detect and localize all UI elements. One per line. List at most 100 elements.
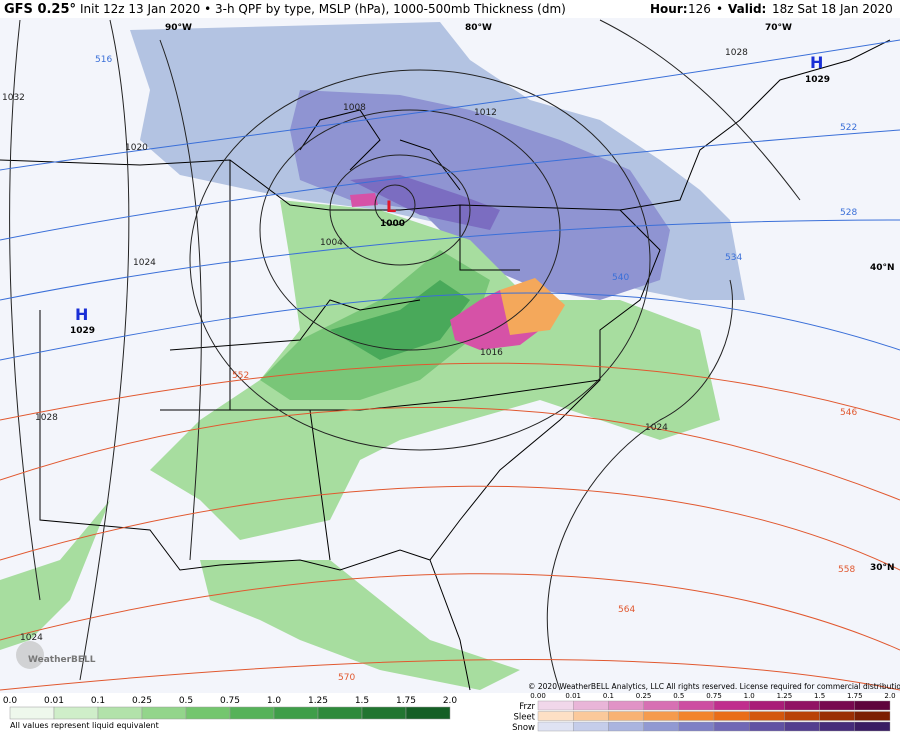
- hour: 126: [688, 2, 711, 16]
- rain-light: [150, 200, 720, 540]
- ptype-tick-label: 0.75: [706, 692, 722, 700]
- model: GFS 0.25°: [4, 2, 76, 17]
- latitude-label: 30°N: [870, 563, 895, 573]
- ptype-swatch: [573, 700, 609, 711]
- isobar-label: 1020: [125, 143, 148, 153]
- ptype-swatch: [713, 721, 750, 732]
- ptype-swatch: [749, 700, 785, 711]
- ptype-row-label: Sleet: [513, 713, 535, 723]
- rain-swatch: [229, 706, 275, 720]
- high-center: H: [75, 305, 88, 324]
- ptype-swatch: [854, 700, 891, 711]
- rain-swatch: [9, 706, 55, 720]
- isobar-label: 1016: [480, 348, 503, 358]
- ptype-swatch: [819, 711, 855, 721]
- snow-moderate: [290, 90, 670, 300]
- high-pressure: 1029: [805, 75, 830, 85]
- ptype-tick-label: 0.5: [673, 692, 684, 700]
- boundaries: [0, 39, 891, 691]
- isobar-label: 1004: [320, 238, 343, 248]
- rain-tick-label: 1.5: [355, 696, 369, 706]
- freezing-rain-spot: [350, 193, 378, 207]
- thickness-label: 528: [840, 208, 857, 218]
- valid: 18z Sat 18 Jan 2020: [772, 2, 893, 16]
- header-bar: [0, 0, 900, 18]
- ptype-swatch: [854, 711, 891, 721]
- ptype-tick-label: 0.1: [603, 692, 614, 700]
- low-center: L: [386, 197, 396, 216]
- thickness-label: 564: [618, 605, 635, 615]
- high-center: H: [810, 53, 823, 72]
- ptype-swatch: [643, 700, 679, 711]
- hour-label: Hour:: [650, 2, 688, 16]
- thickness-label: 552: [232, 371, 249, 381]
- high-pressure: 1029: [70, 326, 95, 336]
- logo-mark: [16, 641, 44, 669]
- rain-swatch: [53, 706, 99, 720]
- isobar-label: 1032: [2, 93, 25, 103]
- copyright: © 2020 WeatherBELL Analytics, LLC All ri…: [528, 682, 900, 691]
- ptype-swatch: [608, 711, 644, 721]
- isobar-label: 1028: [35, 413, 58, 423]
- rain-tick-label: 0.5: [179, 696, 193, 706]
- thickness-label: 540: [612, 273, 629, 283]
- ptype-swatch: [784, 721, 820, 732]
- ptype-swatch: [854, 721, 891, 732]
- thickness-label: 522: [840, 123, 857, 133]
- ptype-swatch: [643, 721, 679, 732]
- valid-label: Valid:: [728, 2, 766, 16]
- ptype-tick-label: 1.75: [847, 692, 863, 700]
- description: Init 12z 13 Jan 2020 • 3-h QPF by type, …: [80, 2, 566, 16]
- rain-swatch: [361, 706, 407, 720]
- sleet: [500, 278, 565, 335]
- ptype-swatch: [819, 721, 855, 732]
- ptype-swatch: [713, 700, 750, 711]
- rain-tick-label: 0.75: [220, 696, 240, 706]
- ptype-swatch: [537, 700, 574, 711]
- ptype-swatch: [643, 711, 679, 721]
- isobar-label: 1028: [725, 48, 748, 58]
- ptype-swatch: [784, 700, 820, 711]
- ptype-tick-label: 1.25: [777, 692, 793, 700]
- low-pressure: 1000: [380, 219, 405, 229]
- latitude-label: 40°N: [870, 263, 895, 273]
- ptype-tick-label: 2.0: [884, 692, 895, 700]
- ptype-swatch: [713, 711, 750, 721]
- thickness-label: 570: [338, 673, 355, 683]
- ptype-tick-label: 0.25: [636, 692, 652, 700]
- rain-swatch: [97, 706, 143, 720]
- longitude-label: 70°W: [765, 23, 792, 33]
- longitude-label: 80°W: [465, 23, 492, 33]
- ptype-row-label: Snow: [512, 723, 535, 733]
- ptype-tick-label: 0.01: [565, 692, 581, 700]
- thickness: [0, 39, 900, 691]
- ptype-swatch: [573, 721, 609, 732]
- rain-swatch: [317, 706, 363, 720]
- thickness-label: 546: [840, 408, 857, 418]
- ptype-swatch: [784, 711, 820, 721]
- ptype-swatch: [678, 711, 715, 721]
- snow-heavy: [350, 175, 500, 230]
- thickness-label: 516: [95, 55, 112, 65]
- ptype-swatch: [608, 700, 644, 711]
- rain-tick-label: 0.1: [91, 696, 105, 706]
- thickness-label: 534: [725, 253, 742, 263]
- ptype-tick-label: 0.00: [530, 692, 546, 700]
- legend-note: All values represent liquid equivalent: [10, 721, 159, 730]
- ptype-swatch: [749, 711, 785, 721]
- rain-tick-label: 1.75: [396, 696, 416, 706]
- isobar-label: 1008: [343, 103, 366, 113]
- ptype-swatch: [573, 711, 609, 721]
- ptype-row-label: Frzr: [519, 702, 535, 712]
- logo: WeatherBELL: [28, 655, 96, 665]
- isobar-label: 1024: [133, 258, 156, 268]
- ptype-swatch: [678, 700, 715, 711]
- ptype-swatch: [608, 721, 644, 732]
- rain-south: [200, 560, 520, 690]
- rain-tick-label: 1.0: [267, 696, 282, 706]
- rain-swatch: [405, 706, 451, 720]
- thickness-label: 558: [838, 565, 855, 575]
- ptype-tick-label: 1.0: [744, 692, 755, 700]
